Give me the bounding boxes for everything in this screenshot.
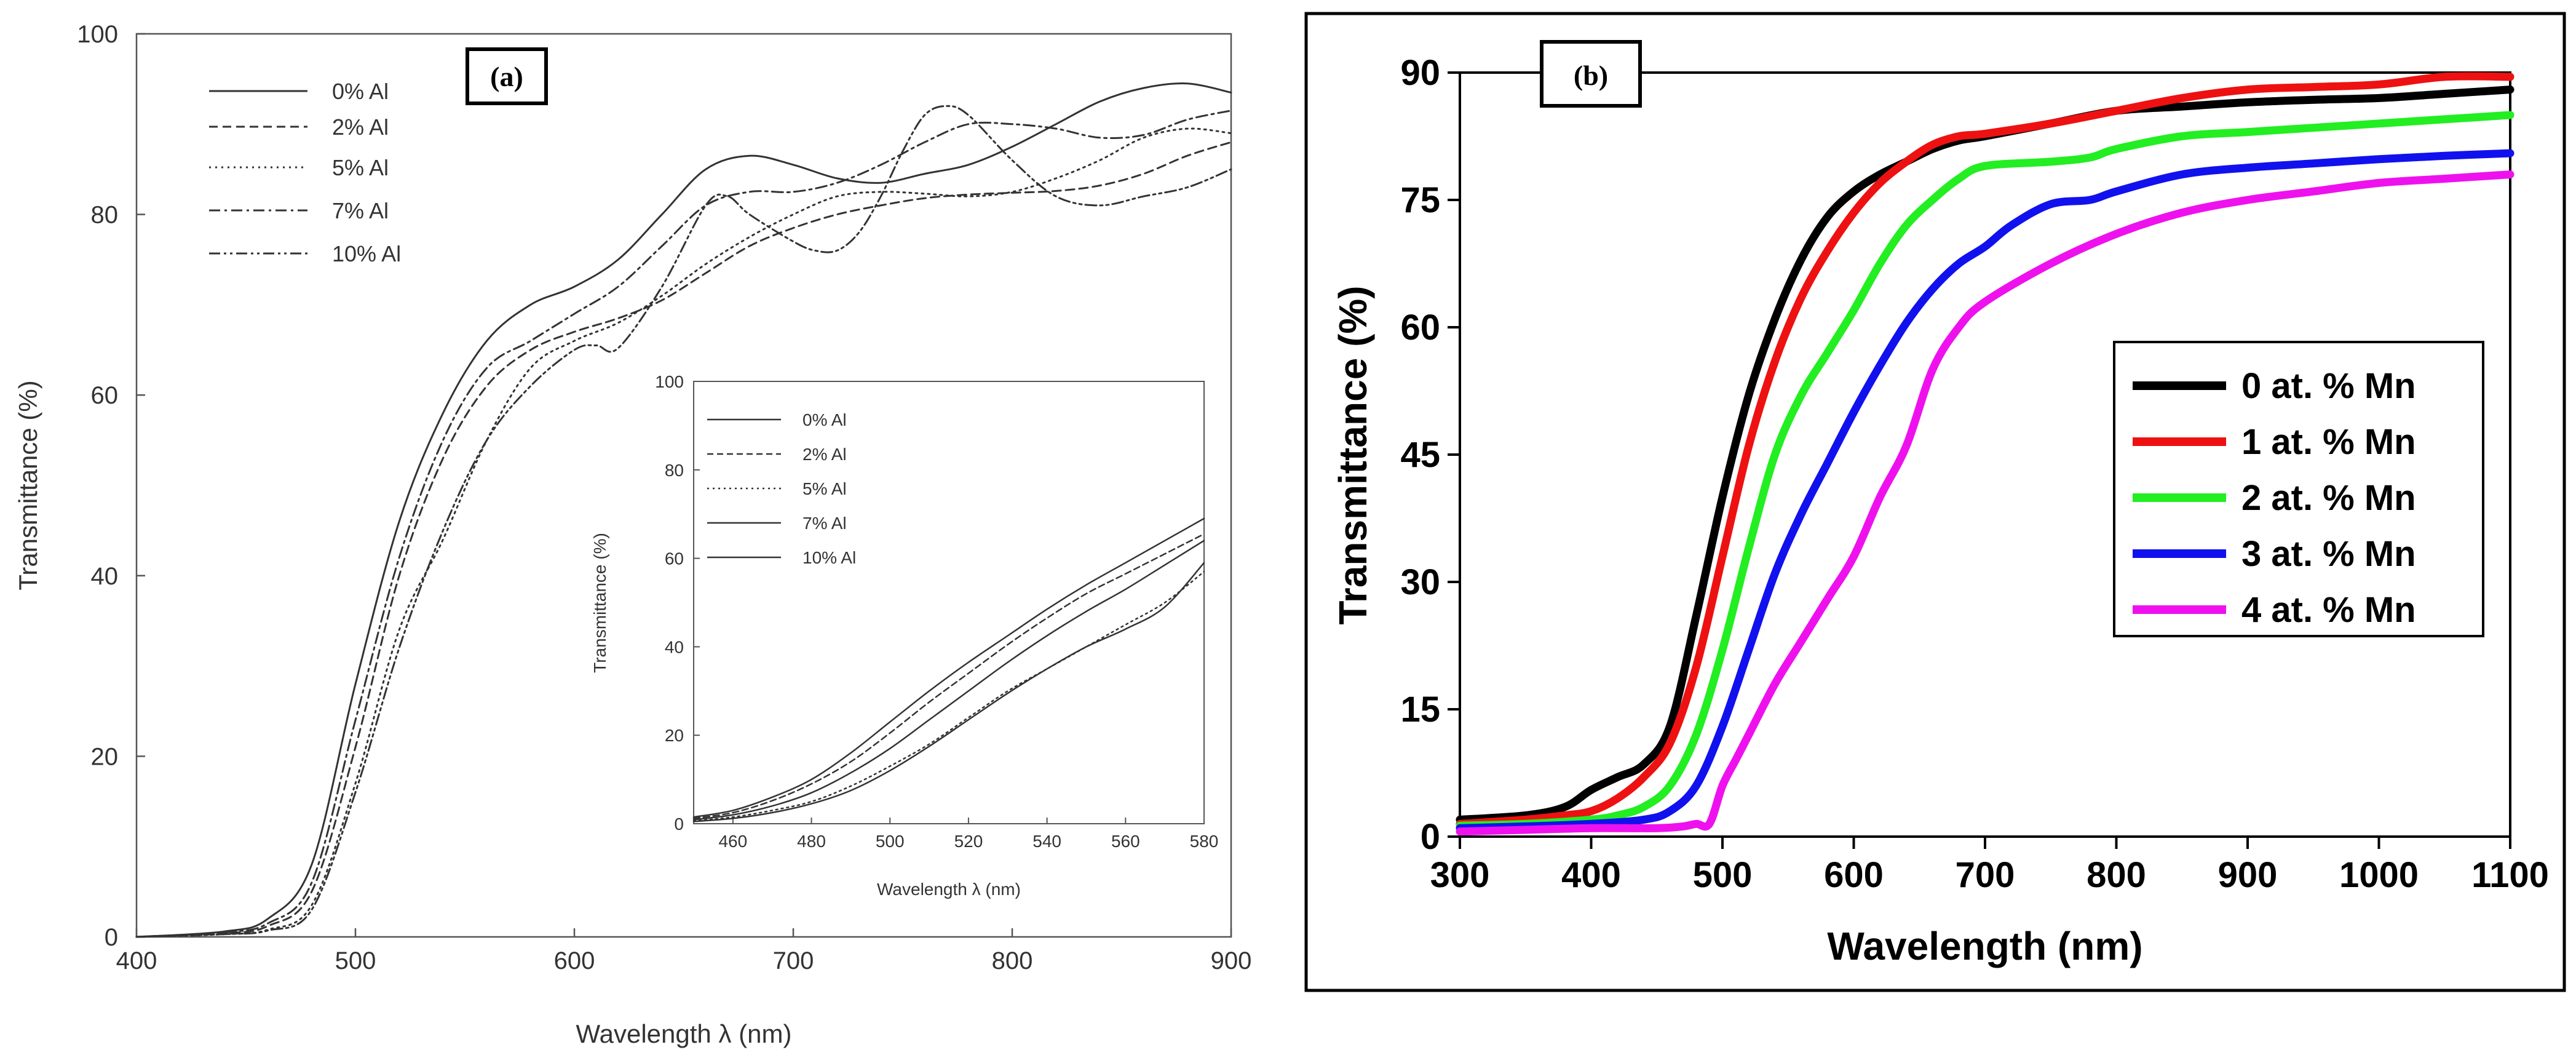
panel-b-series-4 [1456, 170, 2515, 836]
panel-a-label-box [466, 47, 548, 105]
legend-a-label-4: 10% Al [332, 241, 401, 266]
legend-b-label-0: 0 at. % Mn [2241, 366, 2416, 406]
legend-inset-label-3: 7% Al [803, 514, 847, 533]
panel-a-series-3 [135, 109, 1232, 938]
inset-lines [692, 517, 1205, 822]
inset-series-1 [692, 533, 1205, 819]
inset-x-tick-label-2: 500 [876, 832, 905, 851]
panel-b-x-tick-label-0: 300 [1430, 855, 1490, 895]
panel-a-y-tick-label-2: 40 [91, 563, 119, 590]
panel-b-ticks: 300 400 500 600 700 800 900 1000 1100 0 15 30 45 60 75… [1400, 53, 2548, 895]
panel-b-x-tick-label-6: 900 [2218, 855, 2278, 895]
panel-a-series-2 [135, 127, 1232, 938]
inset-y-tick-label-5: 100 [655, 372, 684, 391]
panel-a-x-tick-label-4: 800 [992, 947, 1033, 974]
panel-b-y-tick-label-0: 0 [1421, 817, 1440, 857]
legend-b-label-3: 3 at. % Mn [2241, 534, 2416, 574]
panel-a-inset: 460 480 500 520 540 560 580 0 20 40 60 80 100 Wavele… [590, 372, 1218, 899]
inset-x-tick-label-1: 480 [797, 832, 826, 851]
legend-a-label-2: 5% Al [332, 155, 389, 180]
panel-a-x-tick-label-2: 600 [554, 947, 595, 974]
panel-a-series-1 [135, 141, 1232, 938]
inset-series-4 [692, 562, 1205, 822]
inset-y-tick-label-1: 20 [665, 726, 684, 745]
legend-a-label-1: 2% Al [332, 114, 389, 140]
legend-b-label-2: 2 at. % Mn [2241, 478, 2416, 518]
inset-x-tick-label-6: 580 [1190, 832, 1219, 851]
panel-a-x-tick-label-1: 500 [335, 947, 376, 974]
panel-a-legend: 0% Al 2% Al 5% Al 7% Al 10% Al [209, 79, 401, 266]
inset-legend: 0% Al 2% Al 5% Al 7% Al 10% Al [707, 410, 856, 567]
panel-b-y-tick-label-5: 75 [1400, 180, 1440, 220]
panel-b-series-3 [1456, 149, 2515, 832]
panel-a-x-tick-label-0: 400 [116, 947, 157, 974]
panel-b-x-axis-label: Wavelength (nm) [1827, 924, 2142, 968]
inset-y-tick-label-4: 80 [665, 461, 684, 480]
panel-b-y-tick-label-4: 60 [1400, 308, 1440, 348]
inset-ticks: 460 480 500 520 540 560 580 0 20 40 60 80 100 [655, 372, 1218, 851]
inset-plot-frame [693, 381, 1205, 824]
panel-a-y-axis-label: Transmittance (%) [14, 380, 42, 591]
inset-x-tick-label-0: 460 [718, 832, 747, 851]
panel-b-y-tick-label-1: 15 [1400, 690, 1440, 730]
panel-b-y-tick-label-6: 90 [1400, 53, 1440, 93]
inset-y-tick-label-0: 0 [674, 814, 684, 834]
panel-b-y-axis-label: Transmittance (%) [1331, 285, 1375, 624]
inset-x-axis-label: Wavelength λ (nm) [877, 880, 1021, 899]
panel-a-x-tick-label-3: 700 [773, 947, 814, 974]
inset-x-tick-label-3: 520 [954, 832, 983, 851]
panel-a-series-4 [135, 105, 1232, 938]
legend-inset-label-1: 2% Al [803, 445, 847, 464]
panel-a-lines [135, 82, 1232, 938]
legend-inset-label-4: 10% Al [803, 548, 856, 567]
panel-b-series-2 [1456, 111, 2515, 830]
panel-b: 300 400 500 600 700 800 900 1000 1100 0 15 30 45 60 75… [1304, 12, 2566, 992]
legend-b-label-1: 1 at. % Mn [2241, 422, 2416, 462]
legend-inset-label-0: 0% Al [803, 410, 847, 429]
panel-b-label-box [1540, 40, 1642, 108]
panel-a-label: (a) [490, 61, 523, 92]
inset-series-3 [692, 539, 1205, 821]
panel-b-y-tick-label-3: 45 [1400, 435, 1440, 475]
panel-b-legend: 0 at. % Mn 1 at. % Mn 2 at. % Mn 3 at. %… [2113, 341, 2484, 637]
panel-a-y-tick-label-5: 100 [77, 21, 118, 48]
panel-b-x-tick-label-7: 1000 [2339, 855, 2419, 895]
panel-a-y-tick-label-3: 60 [91, 382, 119, 409]
panel-b-x-tick-label-8: 1100 [2471, 855, 2549, 895]
panel-b-x-tick-label-2: 500 [1693, 855, 1753, 895]
panel-b-legend-box [2113, 341, 2484, 637]
legend-inset-label-2: 5% Al [803, 479, 847, 498]
panel-a-y-tick-label-1: 20 [91, 743, 119, 770]
legend-b-label-4: 4 at. % Mn [2241, 590, 2416, 630]
panel-a-y-tick-label-0: 0 [105, 924, 118, 951]
inset-x-tick-label-5: 560 [1111, 832, 1140, 851]
panel-b-series-0 [1456, 86, 2515, 824]
panel-b-x-tick-label-4: 700 [1956, 855, 2015, 895]
inset-series-0 [692, 517, 1205, 818]
panel-b-x-tick-label-5: 800 [2087, 855, 2146, 895]
panel-b-lines [1456, 72, 2515, 836]
legend-a-label-0: 0% Al [332, 79, 389, 104]
panel-b-outer-border [1304, 12, 2566, 992]
panel-b-series-1 [1456, 72, 2515, 828]
panel-b-y-tick-label-2: 30 [1400, 562, 1440, 602]
panel-a-plot-frame [135, 33, 1232, 938]
panel-a-x-axis-label: Wavelength λ (nm) [576, 1019, 792, 1048]
panel-b-label: (b) [1574, 60, 1608, 91]
panel-a-y-tick-label-4: 80 [91, 202, 119, 229]
panel-a-series-0 [135, 82, 1232, 938]
panel-b-x-tick-label-1: 400 [1561, 855, 1621, 895]
inset-x-tick-label-4: 540 [1032, 832, 1061, 851]
inset-series-2 [692, 570, 1205, 822]
legend-a-label-3: 7% Al [332, 198, 389, 223]
inset-y-axis-label: Transmittance (%) [590, 533, 609, 673]
inset-y-tick-label-3: 60 [665, 549, 684, 568]
panel-b-x-tick-label-3: 600 [1824, 855, 1884, 895]
panel-a-x-tick-label-5: 900 [1211, 947, 1252, 974]
inset-y-tick-label-2: 40 [665, 637, 684, 656]
